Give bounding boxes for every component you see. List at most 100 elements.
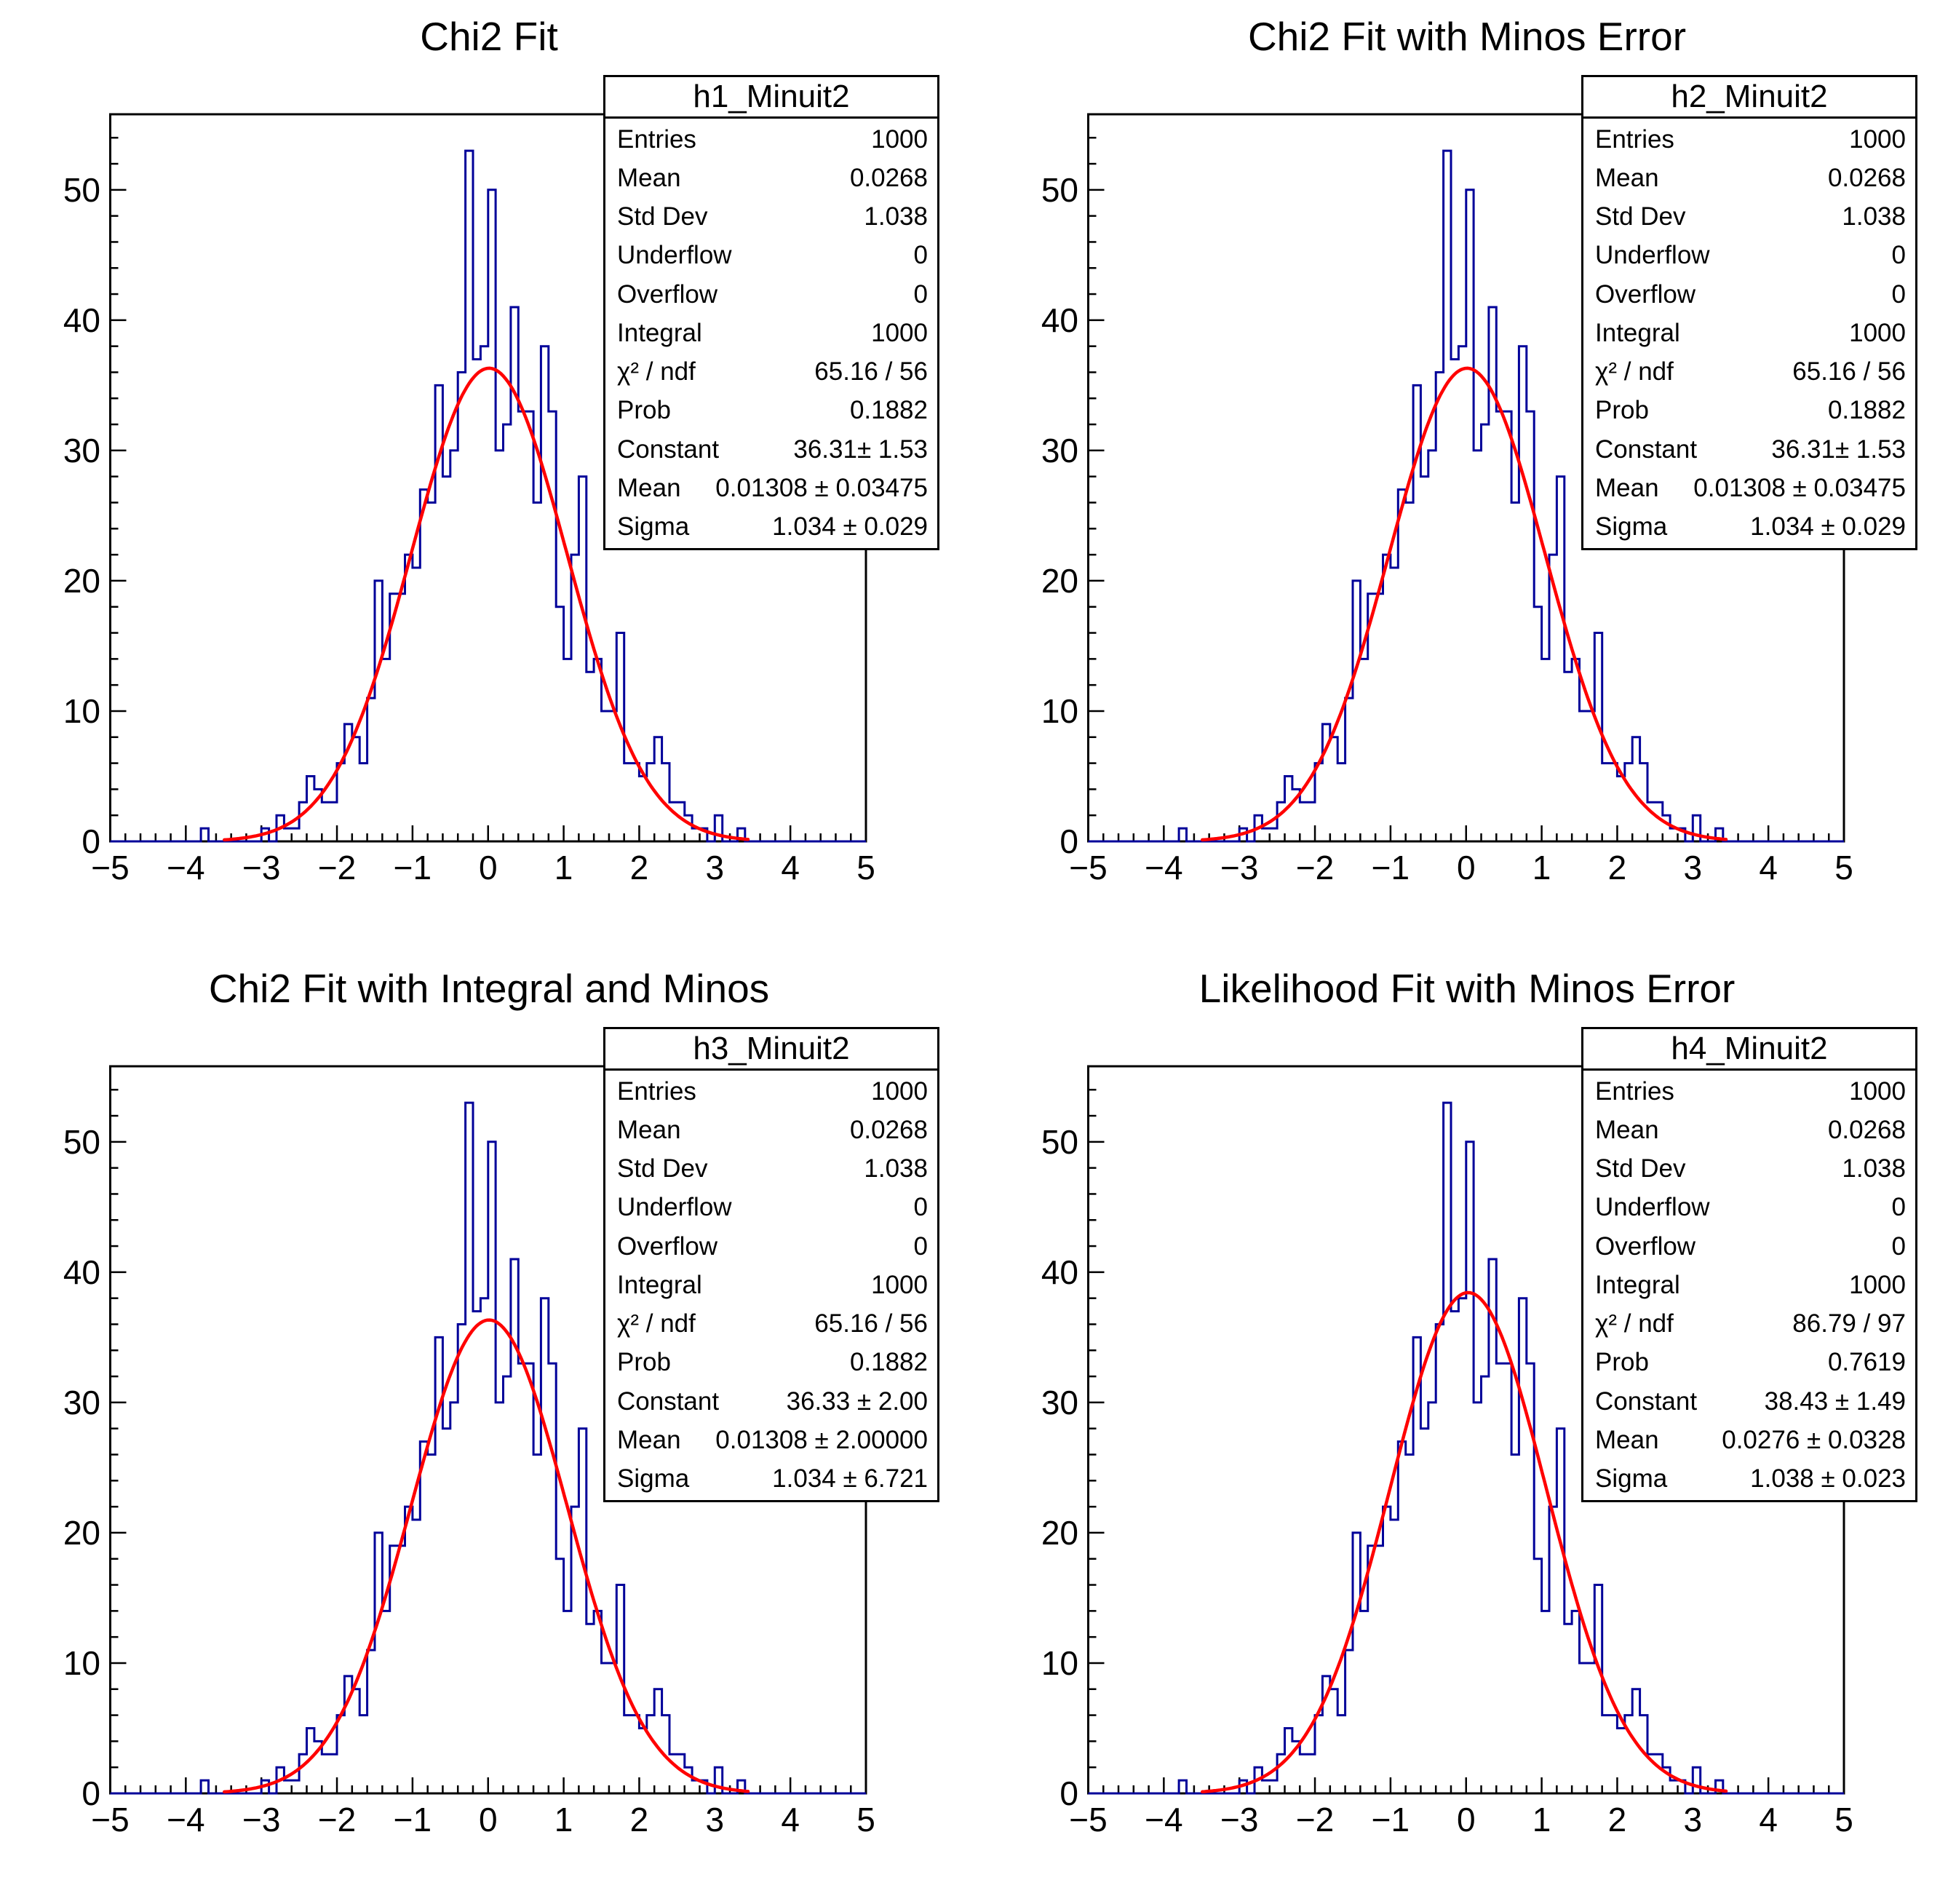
stats-rows: Entries 1000 Mean 0.0268 Std Dev 1.038 Underfl…	[1583, 1071, 1915, 1500]
stats-label: Prob	[617, 396, 671, 425]
y-tick-label: 50	[1041, 1123, 1078, 1161]
x-tick-label: −1	[394, 1801, 432, 1838]
stats-value: 0.01308 ± 0.03475	[1693, 474, 1906, 503]
stats-row: Mean 0.0268	[1583, 1111, 1915, 1149]
stats-label: Constant	[1595, 1387, 1698, 1416]
stats-label: Constant	[617, 435, 720, 464]
x-tick-label: −3	[242, 1801, 280, 1838]
stats-label: Underflow	[617, 241, 732, 270]
stats-row: Underflow 0	[1583, 1189, 1915, 1227]
stats-box: h3_Minuit2 Entries 1000 Mean 0.0268 Std Dev 1…	[603, 1027, 939, 1502]
stats-label: Integral	[1595, 318, 1680, 347]
y-tick-label: 50	[63, 171, 100, 209]
stats-row: Overflow 0	[1583, 1227, 1915, 1266]
fit-curve	[1201, 366, 1728, 842]
x-tick-label: −1	[1372, 1801, 1410, 1838]
stats-label: χ² / ndf	[617, 357, 696, 386]
stats-label: Integral	[617, 1270, 702, 1299]
stats-row: Prob 0.7619	[1583, 1344, 1915, 1382]
x-tick-label: 4	[1759, 849, 1778, 886]
stats-label: Entries	[617, 1076, 696, 1106]
pad-2: −5 −4 −3 −2 −1 0 1 2 3 4 5 0 10 20 30 40 50 Chi2 Fit wit…	[978, 0, 1956, 952]
stats-value: 1.038	[1842, 202, 1906, 231]
stats-value: 0.01308 ± 2.00000	[715, 1426, 928, 1455]
stats-header: h4_Minuit2	[1583, 1029, 1915, 1071]
stats-label: Std Dev	[1595, 1154, 1686, 1183]
stats-value: 1000	[1849, 318, 1906, 347]
x-tick-label: −1	[1372, 849, 1410, 886]
stats-box: h1_Minuit2 Entries 1000 Mean 0.0268 Std Dev 1…	[603, 75, 939, 550]
y-tick-label: 30	[63, 1384, 100, 1421]
stats-value: 1000	[871, 318, 928, 347]
stats-row: Overflow 0	[605, 1227, 937, 1266]
stats-value: 1.038	[864, 202, 928, 231]
y-tick-label: 0	[1060, 1774, 1078, 1812]
stats-value: 86.79 / 97	[1792, 1309, 1906, 1338]
stats-rows: Entries 1000 Mean 0.0268 Std Dev 1.038 Underfl…	[605, 1071, 937, 1500]
x-tick-label: 0	[479, 1801, 498, 1838]
fit-curve	[223, 1318, 750, 1794]
stats-label: Overflow	[617, 1231, 718, 1261]
x-tick-label: −3	[242, 849, 280, 886]
stats-value: 0.7619	[1827, 1348, 1906, 1377]
x-tick-label: 0	[1457, 849, 1476, 886]
stats-box: h2_Minuit2 Entries 1000 Mean 0.0268 Std Dev 1…	[1581, 75, 1917, 550]
pad-3: −5 −4 −3 −2 −1 0 1 2 3 4 5 0 10 20 30 40 50 Chi2 Fit wit…	[0, 952, 978, 1904]
stats-label: Mean	[1595, 1426, 1659, 1455]
x-tick-label: −2	[1296, 849, 1334, 886]
stats-value: 36.31± 1.53	[793, 435, 928, 464]
stats-row: χ² / ndf 65.16 / 56	[605, 353, 937, 392]
stats-row: Mean 0.01308 ± 0.03475	[1583, 469, 1915, 507]
stats-label: Mean	[1595, 1115, 1659, 1144]
stats-value: 0.0268	[1827, 163, 1906, 192]
y-tick-label: 20	[63, 562, 100, 600]
stats-row: Overflow 0	[605, 275, 937, 314]
stats-value: 0	[1891, 1231, 1906, 1261]
stats-row: Prob 0.1882	[605, 392, 937, 430]
stats-row: Underflow 0	[1583, 237, 1915, 275]
y-tick-label: 40	[63, 301, 100, 339]
x-tick-label: 4	[781, 1801, 800, 1838]
stats-row: Mean 0.0268	[605, 1111, 937, 1149]
x-tick-label: −2	[1296, 1801, 1334, 1838]
stats-value: 0	[913, 1193, 928, 1222]
stats-value: 0	[913, 279, 928, 309]
x-tick-label: 1	[1532, 849, 1551, 886]
stats-value: 1.034 ± 6.721	[772, 1464, 928, 1494]
stats-label: Entries	[617, 124, 696, 154]
stats-row: Mean 0.0276 ± 0.0328	[1583, 1421, 1915, 1459]
stats-row: Overflow 0	[1583, 275, 1915, 314]
stats-value: 0	[1891, 241, 1906, 270]
x-tick-label: 2	[1608, 1801, 1627, 1838]
stats-row: Entries 1000	[605, 1072, 937, 1111]
stats-row: Std Dev 1.038	[605, 198, 937, 237]
stats-row: Integral 1000	[1583, 314, 1915, 352]
stats-value: 0.1882	[1827, 396, 1906, 425]
stats-label: Sigma	[1595, 512, 1668, 542]
stats-value: 0.1882	[849, 1348, 928, 1377]
stats-label: Entries	[1595, 1076, 1674, 1106]
x-tick-label: 3	[706, 1801, 725, 1838]
stats-row: Mean 0.01308 ± 2.00000	[605, 1421, 937, 1459]
stats-row: Constant 36.31± 1.53	[1583, 430, 1915, 469]
stats-label: χ² / ndf	[617, 1309, 696, 1338]
stats-row: Integral 1000	[605, 1266, 937, 1304]
stats-label: Std Dev	[617, 1154, 708, 1183]
x-tick-label: −1	[394, 849, 432, 886]
stats-row: Sigma 1.038 ± 0.023	[1583, 1460, 1915, 1499]
stats-label: Std Dev	[1595, 202, 1686, 231]
x-tick-label: 2	[630, 1801, 649, 1838]
stats-value: 0	[1891, 1193, 1906, 1222]
x-tick-label: 5	[856, 849, 875, 886]
stats-row: Mean 0.0268	[605, 159, 937, 197]
stats-value: 0.0268	[1827, 1115, 1906, 1144]
stats-label: Underflow	[1595, 1193, 1710, 1222]
stats-label: Prob	[617, 1348, 671, 1377]
histogram-line	[110, 149, 866, 843]
stats-value: 1000	[1849, 1270, 1906, 1299]
stats-label: Overflow	[1595, 1231, 1696, 1261]
stats-value: 0.1882	[849, 396, 928, 425]
stats-value: 0	[1891, 279, 1906, 309]
x-tick-label: 3	[1684, 1801, 1703, 1838]
stats-label: Underflow	[617, 1193, 732, 1222]
